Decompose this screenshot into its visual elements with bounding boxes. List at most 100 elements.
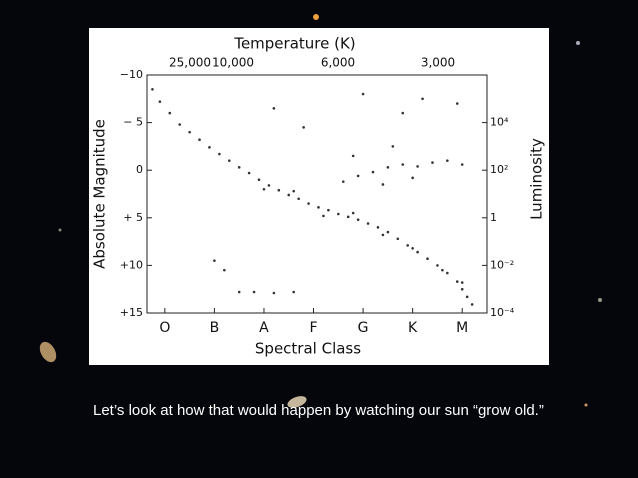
top-axis-label: 6,000 — [321, 56, 355, 70]
star-point — [317, 206, 320, 209]
star-point — [455, 102, 459, 105]
y2-tick-label: 10⁴ — [490, 116, 509, 129]
top-axis-title: Temperature (K) — [233, 35, 355, 53]
star-point — [267, 184, 271, 187]
star-point — [396, 237, 400, 241]
star-point — [361, 92, 365, 96]
star-point — [356, 174, 360, 178]
hr-diagram: −10 − 5 0 + 5 +10 +15 10⁴ 10² 1 10⁻² 10⁻⁴ O B A F G K M 25… — [89, 28, 549, 365]
star-point — [213, 259, 216, 262]
star — [576, 41, 580, 45]
star-point — [188, 130, 191, 134]
star-point — [337, 212, 340, 216]
caption: Let’s look at how that would happen by w… — [93, 402, 544, 419]
star-point — [178, 123, 182, 126]
star-point — [460, 163, 464, 166]
star-point — [416, 165, 419, 168]
star-point — [401, 163, 405, 166]
y-tick-label: +15 — [120, 306, 143, 319]
star-point — [426, 257, 429, 261]
star-point — [436, 264, 439, 267]
star-point — [252, 290, 256, 294]
star-point — [292, 189, 296, 193]
y2-tick-label: 10⁻⁴ — [490, 306, 515, 319]
star-point — [247, 171, 251, 175]
x-tick-label: K — [408, 320, 418, 336]
star-point — [297, 197, 300, 201]
star-point — [386, 166, 390, 169]
x-tick-label: F — [309, 320, 317, 336]
star-point — [446, 159, 449, 162]
star-point — [381, 233, 385, 237]
star-point — [277, 188, 281, 192]
x-tick-label: G — [358, 320, 369, 336]
star-point — [218, 152, 221, 156]
x-axis-title: Spectral Class — [255, 340, 361, 358]
galaxy — [287, 396, 307, 408]
star-point — [386, 230, 390, 234]
star-point — [272, 107, 276, 110]
star-point — [341, 180, 345, 183]
star-point — [168, 111, 172, 115]
star-point — [441, 268, 444, 272]
y2-tick-label: 1 — [490, 211, 497, 224]
star-point — [227, 159, 231, 162]
star-point — [262, 187, 266, 191]
star-point — [411, 176, 414, 180]
star-point — [292, 290, 296, 294]
star-point — [470, 303, 474, 306]
star-point — [401, 111, 405, 115]
star-point — [460, 287, 464, 291]
star-point — [151, 87, 154, 91]
x-tick-label: B — [210, 320, 220, 336]
y-tick-label: 0 — [136, 163, 143, 176]
x-tick-label: A — [259, 320, 269, 336]
star-point — [158, 100, 162, 103]
star-point — [381, 183, 385, 186]
x-tick-label: O — [159, 320, 170, 336]
y-axis-title: Absolute Magnitude — [91, 119, 109, 269]
star-point — [431, 161, 434, 164]
star-point — [391, 145, 395, 148]
star-point — [411, 246, 414, 250]
y-tick-label: − 5 — [123, 116, 143, 129]
star-point — [208, 146, 211, 149]
star-point — [455, 280, 459, 283]
star-point — [237, 290, 241, 294]
galaxy — [39, 341, 57, 363]
x-tick-label: M — [456, 320, 468, 336]
star-point — [366, 222, 370, 225]
star-point — [307, 202, 310, 205]
star-point — [346, 215, 350, 219]
star-point — [237, 166, 241, 169]
star — [598, 298, 602, 302]
y2-axis-title: Luminosity — [528, 138, 546, 220]
star-point — [465, 295, 469, 299]
star-point — [327, 208, 330, 212]
star-point — [406, 244, 409, 247]
star-point — [356, 218, 360, 222]
star — [313, 14, 319, 20]
plot-frame — [146, 74, 488, 314]
y2-tick-label: 10² — [490, 163, 508, 176]
top-axis-label: 25,000 — [169, 56, 211, 70]
y-tick-label: + 5 — [123, 211, 143, 224]
star-point — [371, 170, 375, 174]
star-point — [351, 211, 355, 215]
star-point — [257, 178, 261, 182]
y-tick-label: −10 — [120, 68, 143, 81]
y2-tick-label: 10⁻² — [490, 258, 514, 271]
chart-background — [89, 28, 549, 365]
star — [584, 403, 588, 407]
star-point — [376, 226, 380, 229]
top-axis-label: 3,000 — [421, 56, 455, 70]
star-point — [460, 281, 464, 284]
star-point — [302, 126, 305, 129]
star — [58, 228, 62, 232]
star-point — [421, 97, 424, 101]
star-point — [223, 268, 226, 272]
star-point — [446, 271, 449, 275]
star-point — [351, 154, 355, 158]
